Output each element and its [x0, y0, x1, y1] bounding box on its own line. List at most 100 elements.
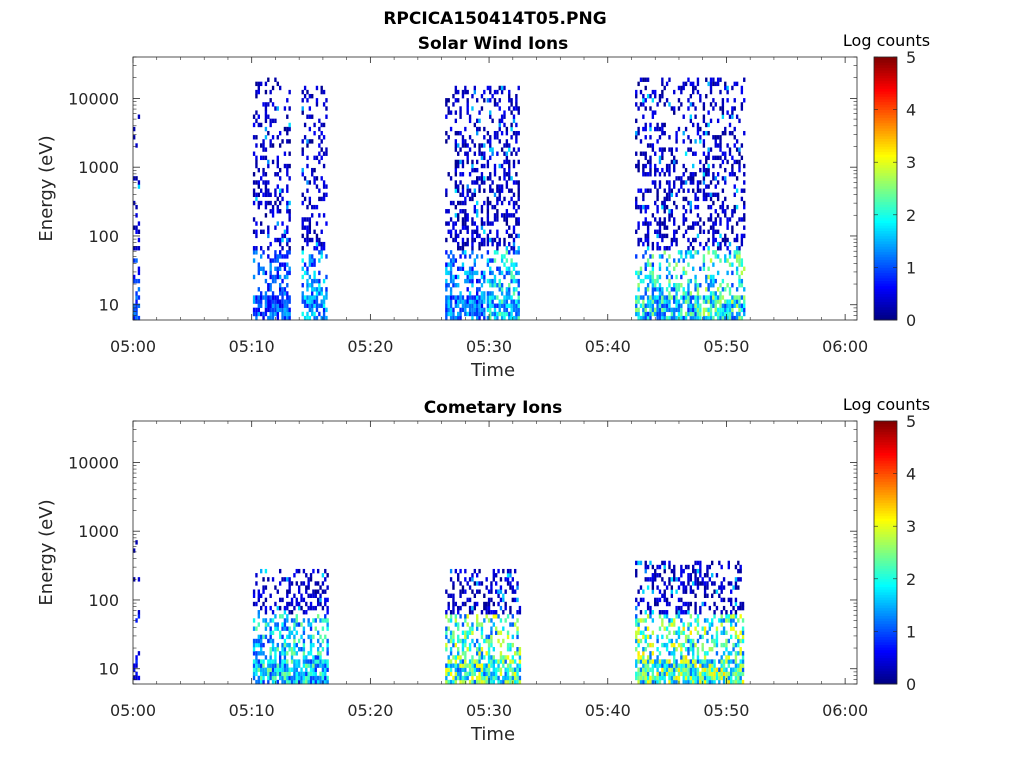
heatmap-cell — [658, 299, 662, 304]
heatmap-cell — [716, 246, 720, 251]
heatmap-cell — [493, 237, 497, 243]
heatmap-cell — [670, 667, 674, 672]
heatmap-cell — [461, 192, 465, 198]
heatmap-cell — [637, 221, 640, 226]
heatmap-cell — [661, 287, 664, 292]
heatmap-cell — [459, 106, 462, 111]
colorbar-step — [874, 473, 897, 477]
heatmap-cell — [471, 139, 474, 144]
colorbar-tick-label: 0 — [906, 675, 916, 694]
heatmap-cell — [497, 663, 500, 668]
heatmap-cell — [491, 278, 494, 284]
heatmap-cell — [252, 311, 256, 317]
heatmap-cell — [464, 85, 467, 91]
heatmap-cell — [320, 291, 323, 296]
heatmap-cell — [454, 98, 458, 103]
heatmap-cell — [644, 679, 647, 685]
heatmap-cell — [651, 213, 655, 218]
heatmap-cell — [707, 167, 710, 173]
heatmap-cell — [260, 667, 263, 672]
heatmap-cell — [326, 663, 329, 668]
heatmap-cell — [705, 299, 708, 304]
colorbar-step — [874, 615, 897, 619]
heatmap-cell — [705, 307, 708, 313]
heatmap-cell — [325, 315, 328, 321]
heatmap-cell — [516, 667, 519, 672]
heatmap-cell — [315, 102, 319, 107]
heatmap-cell — [468, 671, 472, 677]
heatmap-cell — [288, 270, 291, 276]
heatmap-cell — [722, 642, 726, 648]
heatmap-cell — [649, 93, 652, 99]
heatmap-cell — [276, 626, 279, 631]
heatmap-cell — [508, 163, 511, 169]
heatmap-cell — [478, 659, 481, 664]
heatmap-cell — [701, 634, 704, 640]
heatmap-cell — [267, 667, 270, 672]
heatmap-cell — [743, 204, 746, 210]
heatmap-cell — [492, 675, 495, 681]
heatmap-cell — [311, 114, 314, 119]
heatmap-cell — [677, 258, 681, 263]
heatmap-cell — [687, 307, 690, 313]
heatmap-cell — [714, 139, 717, 144]
heatmap-cell — [473, 85, 477, 91]
heatmap-cell — [454, 85, 458, 91]
heatmap-cell — [269, 143, 272, 148]
heatmap-cell — [498, 98, 501, 103]
heatmap-cell — [471, 93, 474, 99]
colorbar-step — [874, 112, 897, 116]
heatmap-cell — [303, 295, 307, 300]
heatmap-cell — [466, 311, 469, 317]
heatmap-cell — [639, 315, 643, 321]
heatmap-cell — [252, 135, 256, 140]
heatmap-cell — [276, 299, 279, 304]
heatmap-cell — [707, 163, 710, 169]
heatmap-cell — [449, 229, 453, 234]
colorbar-step — [874, 175, 897, 179]
heatmap-cell — [649, 659, 652, 664]
heatmap-cell — [137, 303, 141, 308]
heatmap-cell — [701, 626, 704, 631]
heatmap-cell — [255, 81, 258, 87]
heatmap-cell — [646, 585, 650, 590]
heatmap-cell — [658, 291, 662, 296]
heatmap-cell — [721, 209, 725, 214]
heatmap-cell — [510, 278, 513, 284]
colorbar-step — [874, 476, 897, 480]
heatmap-cell — [255, 118, 258, 124]
heatmap-cell — [716, 315, 720, 321]
heatmap-cell — [670, 274, 674, 280]
heatmap-cell — [731, 85, 734, 91]
heatmap-cell — [464, 307, 467, 313]
heatmap-cell — [312, 589, 315, 594]
heatmap-cell — [471, 250, 474, 255]
heatmap-cell — [490, 679, 493, 685]
heatmap-cell — [452, 663, 455, 668]
heatmap-cell — [461, 622, 465, 627]
heatmap-cell — [649, 188, 652, 193]
heatmap-cell — [133, 315, 136, 321]
heatmap-cell — [658, 663, 662, 668]
colorbar-step — [874, 634, 897, 638]
heatmap-cell — [682, 221, 685, 226]
heatmap-cell — [651, 299, 655, 304]
heatmap-cell — [476, 130, 479, 136]
heatmap-cell — [312, 659, 315, 664]
heatmap-cell — [705, 274, 708, 280]
heatmap-cell — [283, 151, 287, 156]
heatmap-cell — [491, 188, 494, 193]
heatmap-cell — [725, 614, 728, 619]
heatmap-cell — [649, 159, 652, 165]
heatmap-cell — [281, 188, 284, 193]
heatmap-cell — [452, 655, 455, 660]
heatmap-cell — [255, 110, 258, 115]
heatmap-cell — [702, 196, 706, 202]
heatmap-cell — [735, 246, 739, 251]
heatmap-cell — [262, 663, 265, 668]
heatmap-cell — [722, 597, 726, 603]
heatmap-cell — [508, 143, 511, 148]
heatmap-cell — [687, 311, 690, 317]
heatmap-cell — [677, 630, 681, 635]
heatmap-cell — [707, 283, 710, 288]
